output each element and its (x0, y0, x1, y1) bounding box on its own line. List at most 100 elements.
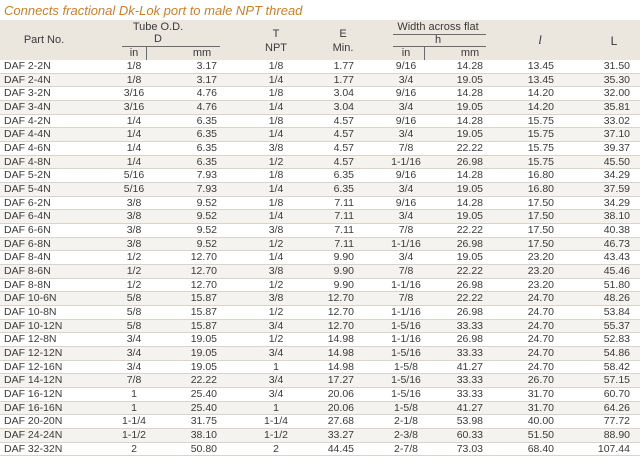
cell-width-mm: 33.33 (456, 319, 483, 332)
cell-l-big: 48.26 (603, 292, 630, 305)
cell-e-min: 7.11 (334, 196, 354, 209)
cell-l-big: 88.90 (603, 429, 630, 442)
table-row: DAF 8-4N 1/2 12.70 1/4 9.90 3/4 19.05 23.20 43.4… (0, 251, 640, 266)
header-tube-d: D (154, 33, 162, 45)
cell-width-in: 1-5/16 (391, 374, 421, 387)
cell-e-min: 14.98 (327, 333, 354, 346)
cell-part-no: DAF 6-8N (4, 237, 51, 250)
cell-part-no: DAF 16-12N (4, 388, 63, 401)
cell-npt: 3/4 (268, 388, 284, 401)
cell-tube-in: 1 (131, 401, 137, 414)
header-l-big: L (610, 34, 618, 48)
cell-width-mm: 19.05 (456, 210, 483, 223)
table-row: DAF 5-2N 5/16 7.93 1/8 6.35 9/16 14.28 16.80 34.… (0, 169, 640, 184)
cell-tube-in: 1-1/4 (122, 415, 146, 428)
cell-width-mm: 19.05 (456, 183, 483, 196)
cell-l-small: 14.20 (527, 101, 554, 114)
header-min: Min. (332, 42, 354, 54)
cell-e-min: 27.68 (327, 415, 354, 428)
table-row: DAF 12-12N 3/4 19.05 3/4 14.98 1-5/16 33.33 24.… (0, 347, 640, 361)
cell-tube-mm: 12.70 (190, 278, 217, 291)
cell-tube-mm: 22.22 (190, 374, 217, 387)
cell-tube-in: 7/8 (126, 374, 142, 387)
header-l-small: l (538, 32, 542, 47)
cell-width-mm: 53.98 (456, 415, 483, 428)
cell-l-small: 17.50 (527, 237, 554, 250)
cell-width-mm: 19.05 (456, 101, 483, 114)
cell-l-big: 34.29 (603, 196, 630, 209)
cell-tube-in: 1/8 (126, 73, 142, 86)
cell-width-mm: 19.05 (456, 251, 483, 264)
cell-tube-in: 3/8 (126, 224, 142, 237)
cell-tube-mm: 3.17 (196, 60, 217, 72)
cell-l-big: 58.42 (603, 360, 630, 373)
cell-e-min: 1.77 (333, 60, 354, 72)
cell-e-min: 9.90 (333, 251, 354, 264)
cell-part-no: DAF 8-6N (4, 265, 51, 278)
cell-width-in: 1-5/16 (391, 347, 421, 360)
cell-part-no: DAF 6-6N (4, 224, 51, 237)
cell-l-small: 15.75 (527, 114, 554, 127)
page-title: Connects fractional Dk-Lok port to male … (4, 3, 303, 18)
cell-e-min: 12.70 (327, 292, 354, 305)
cell-part-no: DAF 10-12N (4, 319, 63, 332)
cell-tube-mm: 19.05 (190, 347, 217, 360)
cell-width-in: 9/16 (395, 169, 417, 182)
cell-e-min: 4.57 (333, 155, 354, 168)
cell-e-min: 20.06 (327, 401, 354, 414)
cell-part-no: DAF 3-2N (4, 87, 51, 100)
cell-e-min: 33.27 (327, 429, 354, 442)
cell-l-big: 45.46 (603, 265, 630, 278)
cell-e-min: 20.06 (327, 388, 354, 401)
cell-part-no: DAF 3-4N (4, 101, 51, 114)
cell-part-no: DAF 6-2N (4, 196, 51, 209)
cell-l-small: 23.20 (527, 251, 554, 264)
cell-width-in: 9/16 (395, 60, 417, 72)
cell-e-min: 7.11 (334, 237, 354, 250)
cell-npt: 3/8 (268, 224, 284, 237)
cell-tube-in: 3/4 (126, 333, 142, 346)
cell-l-small: 13.45 (527, 60, 554, 72)
header-tube-od: Tube O.D. (132, 21, 184, 33)
cell-l-small: 31.70 (527, 388, 554, 401)
cell-part-no: DAF 4-2N (4, 114, 51, 127)
cell-l-big: 53.84 (603, 306, 630, 319)
table-row: DAF 6-6N 3/8 9.52 3/8 7.11 7/8 22.22 17.50 40.38 (0, 224, 640, 238)
cell-l-big: 77.72 (603, 415, 630, 428)
cell-tube-in: 1-1/2 (122, 429, 146, 442)
cell-part-no: DAF 5-4N (4, 183, 51, 196)
cell-l-small: 24.70 (527, 319, 554, 332)
cell-width-mm: 14.28 (456, 87, 483, 100)
table-row: DAF 6-4N 3/8 9.52 1/4 7.11 3/4 19.05 17.50 38.10 (0, 210, 640, 225)
cell-l-big: 43.43 (603, 251, 630, 264)
cell-width-in: 2-1/8 (394, 415, 418, 428)
cell-npt: 1/8 (268, 87, 284, 100)
cell-l-big: 107.44 (597, 442, 630, 455)
cell-e-min: 4.57 (333, 142, 354, 155)
table-row: DAF 10-12N 5/8 15.87 3/4 12.70 1-5/16 33.33 24.… (0, 319, 640, 334)
cell-width-in: 1-5/8 (394, 401, 418, 414)
cell-l-small: 24.70 (527, 347, 554, 360)
cell-tube-mm: 6.35 (196, 128, 217, 141)
tube-in-mm-divider (146, 46, 147, 60)
cell-width-in: 3/4 (398, 73, 414, 86)
cell-tube-mm: 12.70 (190, 251, 217, 264)
table-row: DAF 16-12N 1 25.40 3/4 20.06 1-5/16 33.33 31.70… (0, 388, 640, 402)
header-e: E (339, 28, 347, 40)
cell-width-in: 7/8 (398, 142, 414, 155)
cell-tube-mm: 7.93 (196, 183, 217, 196)
cell-width-mm: 22.22 (456, 224, 483, 237)
cell-tube-in: 3/8 (126, 210, 142, 223)
header-tube-mm: mm (192, 47, 212, 59)
cell-width-in: 1-5/16 (391, 319, 421, 332)
cell-width-mm: 26.98 (456, 237, 483, 250)
width-in-mm-divider (424, 46, 425, 60)
cell-npt: 3/4 (268, 374, 284, 387)
cell-tube-mm: 6.35 (196, 155, 217, 168)
cell-width-mm: 14.28 (456, 114, 483, 127)
header-width-mm: mm (460, 47, 480, 59)
cell-e-min: 4.57 (333, 128, 354, 141)
cell-l-big: 45.50 (603, 155, 630, 168)
cell-l-small: 16.80 (527, 169, 554, 182)
cell-tube-in: 1 (131, 388, 137, 401)
